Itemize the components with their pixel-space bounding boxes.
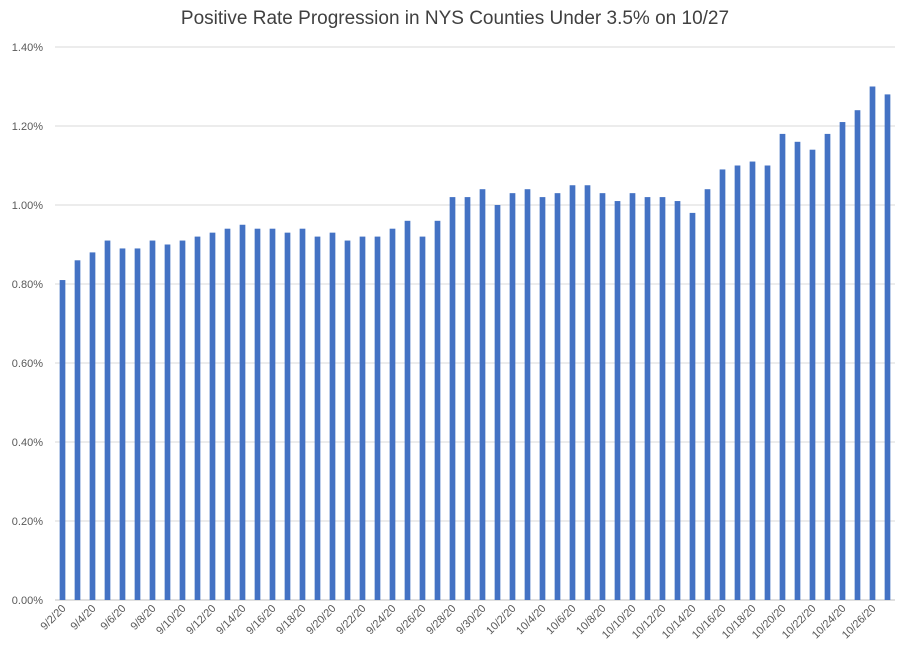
chart-title: Positive Rate Progression in NYS Countie… xyxy=(180,8,730,29)
x-tick-label: 9/16/20 xyxy=(244,603,278,637)
bar xyxy=(749,161,756,601)
bar xyxy=(419,236,426,600)
bar xyxy=(149,240,156,601)
bar xyxy=(839,122,846,601)
bar xyxy=(809,149,816,600)
x-tick-label: 10/6/20 xyxy=(544,603,578,637)
x-tick-label: 9/24/20 xyxy=(364,603,398,637)
bar xyxy=(269,228,276,600)
x-tick-label: 10/4/20 xyxy=(514,603,548,637)
bar xyxy=(59,280,66,600)
bar xyxy=(104,240,111,601)
bar xyxy=(704,189,711,600)
x-tick-label: 9/6/20 xyxy=(99,603,129,633)
bar xyxy=(404,220,411,601)
y-tick-label: 1.00% xyxy=(12,200,43,212)
bar xyxy=(119,248,126,600)
bar xyxy=(539,197,546,600)
y-tick-label: 0.80% xyxy=(12,279,43,291)
bar xyxy=(464,197,471,600)
bar xyxy=(179,240,186,601)
bar xyxy=(554,193,561,600)
y-axis-ticks: 0.00% 0.20% 0.40% 0.60% 0.80% 1.00% 1.20% 1.40% xyxy=(12,42,43,607)
bar xyxy=(869,86,876,600)
x-tick-label: 9/12/20 xyxy=(184,603,218,637)
bar xyxy=(509,193,516,600)
bar xyxy=(584,185,591,600)
bar xyxy=(329,232,336,600)
x-axis-ticks: 9/2/20 9/4/20 9/6/20 9/8/209/10/209/12/209/… xyxy=(39,603,879,642)
bar xyxy=(524,189,531,600)
bar xyxy=(854,110,861,600)
bar xyxy=(494,205,501,600)
bar xyxy=(209,232,216,600)
bar xyxy=(314,236,321,600)
bar xyxy=(659,197,666,600)
bar xyxy=(824,133,831,600)
bar xyxy=(299,228,306,600)
y-tick-label: 1.40% xyxy=(12,42,43,54)
y-tick-label: 1.20% xyxy=(12,121,43,133)
x-tick-label: 9/14/20 xyxy=(214,603,248,637)
bar xyxy=(359,236,366,600)
bar xyxy=(734,165,741,600)
bar xyxy=(344,240,351,601)
bar xyxy=(254,228,261,600)
x-tick-label: 9/28/20 xyxy=(424,603,458,637)
bar xyxy=(389,228,396,600)
bar xyxy=(449,197,456,600)
x-tick-label: 9/10/20 xyxy=(154,603,188,637)
bar xyxy=(719,169,726,600)
x-tick-label: 9/26/20 xyxy=(394,603,428,637)
bar xyxy=(224,228,231,600)
bar xyxy=(644,197,651,600)
bar xyxy=(794,141,801,601)
bar xyxy=(284,232,291,600)
bar xyxy=(689,212,696,600)
y-tick-label: 0.60% xyxy=(12,358,43,370)
x-tick-label: 9/18/20 xyxy=(274,603,308,637)
bar xyxy=(569,185,576,600)
y-tick-label: 0.20% xyxy=(12,516,43,528)
x-tick-label: 10/2/20 xyxy=(484,603,518,637)
x-tick-label: 9/22/20 xyxy=(334,603,368,637)
bar xyxy=(614,201,621,601)
bar xyxy=(239,224,246,600)
x-tick-label: 9/20/20 xyxy=(304,603,338,637)
x-tick-label: 9/4/20 xyxy=(69,603,99,633)
y-tick-label: 0.40% xyxy=(12,437,43,449)
bar xyxy=(134,248,141,600)
y-tick-label: 0.00% xyxy=(12,595,43,607)
bar xyxy=(374,236,381,600)
bar xyxy=(164,244,171,600)
bar xyxy=(629,193,636,600)
bar xyxy=(674,201,681,601)
bars xyxy=(59,86,891,601)
bar xyxy=(779,133,786,600)
bar xyxy=(599,193,606,600)
bar xyxy=(74,260,81,600)
bar xyxy=(764,165,771,600)
bar xyxy=(194,236,201,600)
x-tick-label: 9/30/20 xyxy=(454,603,488,637)
bar xyxy=(884,94,891,601)
x-tick-label: 9/2/20 xyxy=(39,603,69,633)
bar xyxy=(479,189,486,600)
bar xyxy=(434,220,441,601)
bar xyxy=(89,252,96,600)
